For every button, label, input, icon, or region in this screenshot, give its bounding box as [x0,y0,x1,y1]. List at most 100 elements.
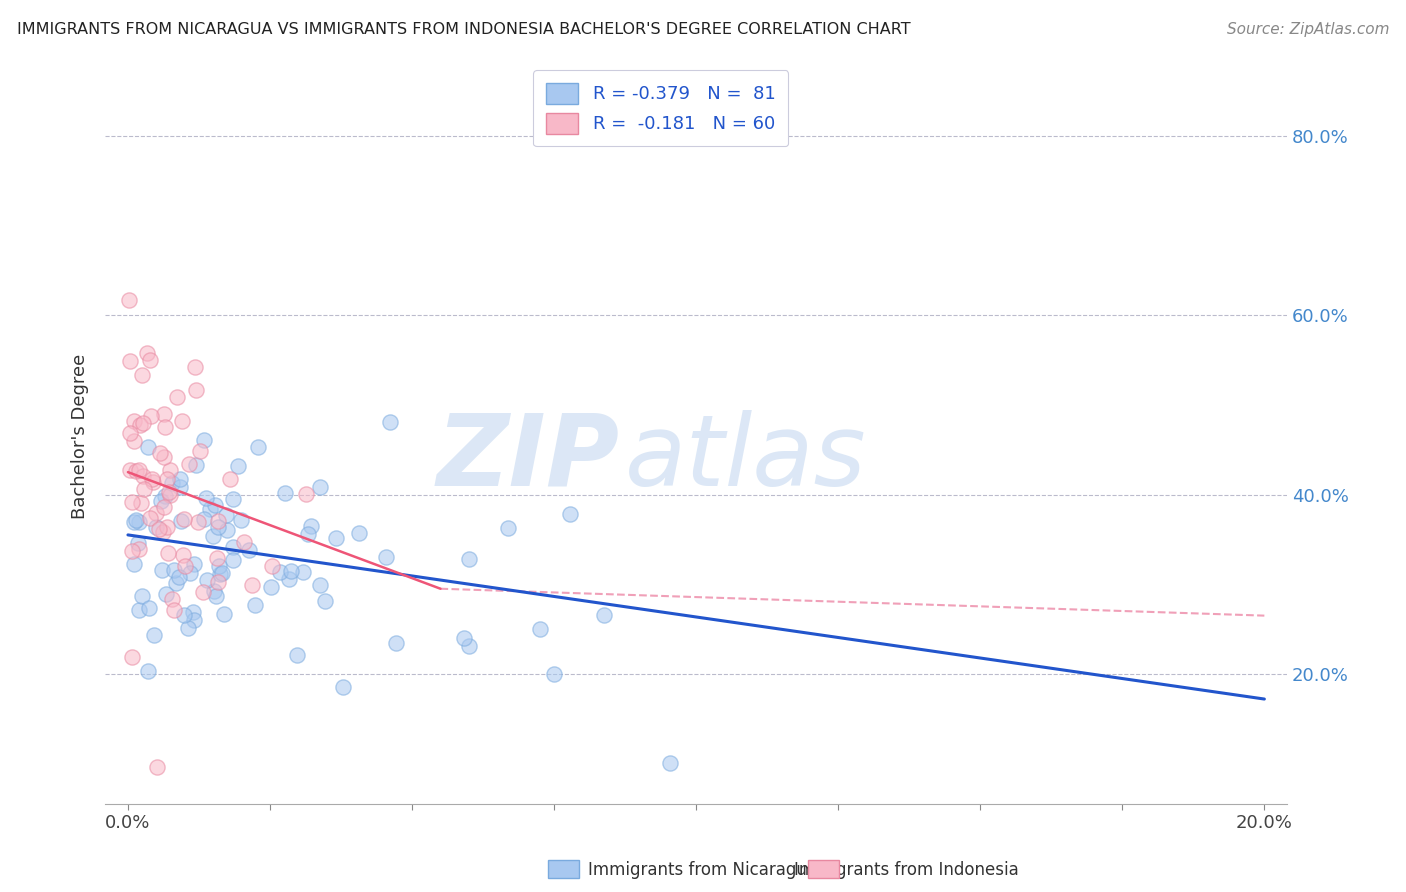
Point [215,523,238,537]
Point [181,605,204,619]
Point [285,648,308,663]
Point [128,462,150,476]
Point [215,508,238,523]
Point [163,563,186,577]
Point [149,446,172,460]
Point [118,463,141,477]
Point [128,417,150,432]
Point [332,680,354,694]
Point [375,549,398,564]
Text: Source: ZipAtlas.com: Source: ZipAtlas.com [1226,22,1389,37]
Point [202,583,225,598]
Point [184,360,207,375]
Point [166,390,188,404]
Point [212,607,235,622]
Point [458,552,481,566]
Point [122,557,145,571]
Point [131,589,153,603]
Point [152,524,174,539]
Point [169,480,191,494]
Point [145,506,167,520]
Point [173,607,195,622]
Point [150,563,173,577]
Point [184,458,207,472]
Point [122,434,145,448]
Point [193,512,215,526]
Point [297,527,319,541]
Point [198,502,221,516]
Point [238,543,260,558]
Point [162,476,184,491]
Point [163,603,186,617]
Point [120,354,142,368]
Point [136,345,159,359]
Point [127,536,149,550]
Point [349,526,371,541]
Point [157,485,180,500]
Point [260,580,283,594]
Point [139,511,162,525]
Point [193,433,215,447]
Point [148,522,170,536]
Point [145,520,167,534]
Point [247,440,270,454]
Point [179,566,201,581]
Point [309,480,332,494]
Point [207,520,229,534]
Point [218,472,240,486]
Point [153,419,176,434]
Point [121,544,143,558]
Point [280,565,302,579]
Point [141,409,163,423]
Point [226,458,249,473]
Point [156,472,179,486]
Point [325,531,347,545]
Point [207,574,229,589]
Point [208,558,231,573]
Point [269,565,291,579]
Point [142,475,165,490]
Point [128,516,150,530]
Point [202,529,225,543]
Point [149,494,172,508]
Point [125,464,148,478]
Point [132,482,155,496]
Point [309,578,332,592]
Text: Immigrants from Nicaragua: Immigrants from Nicaragua [589,861,817,879]
Point [157,546,180,560]
Point [131,469,153,483]
Y-axis label: Bachelor's Degree: Bachelor's Degree [72,353,89,519]
Point [179,457,201,471]
Point [659,756,682,770]
Point [204,499,226,513]
Point [118,293,141,307]
Point [278,572,301,586]
Point [292,565,315,579]
Point [136,440,159,454]
Point [188,443,211,458]
Point [593,607,616,622]
Point [142,627,165,641]
Point [141,472,163,486]
Point [169,472,191,486]
Point [299,519,322,533]
Text: ZIP: ZIP [436,409,619,507]
Point [229,513,252,527]
Point [173,559,195,574]
Point [314,593,336,607]
Point [211,566,233,580]
Point [138,352,160,367]
Point [378,415,401,429]
Point [245,599,267,613]
Point [183,614,205,628]
Point [205,590,228,604]
Point [233,534,256,549]
Point [187,515,209,529]
Point [159,463,181,477]
Point [125,512,148,526]
Point [167,570,190,584]
Point [153,407,176,421]
Point [209,567,232,582]
Text: atlas: atlas [626,409,868,507]
Point [152,450,174,464]
